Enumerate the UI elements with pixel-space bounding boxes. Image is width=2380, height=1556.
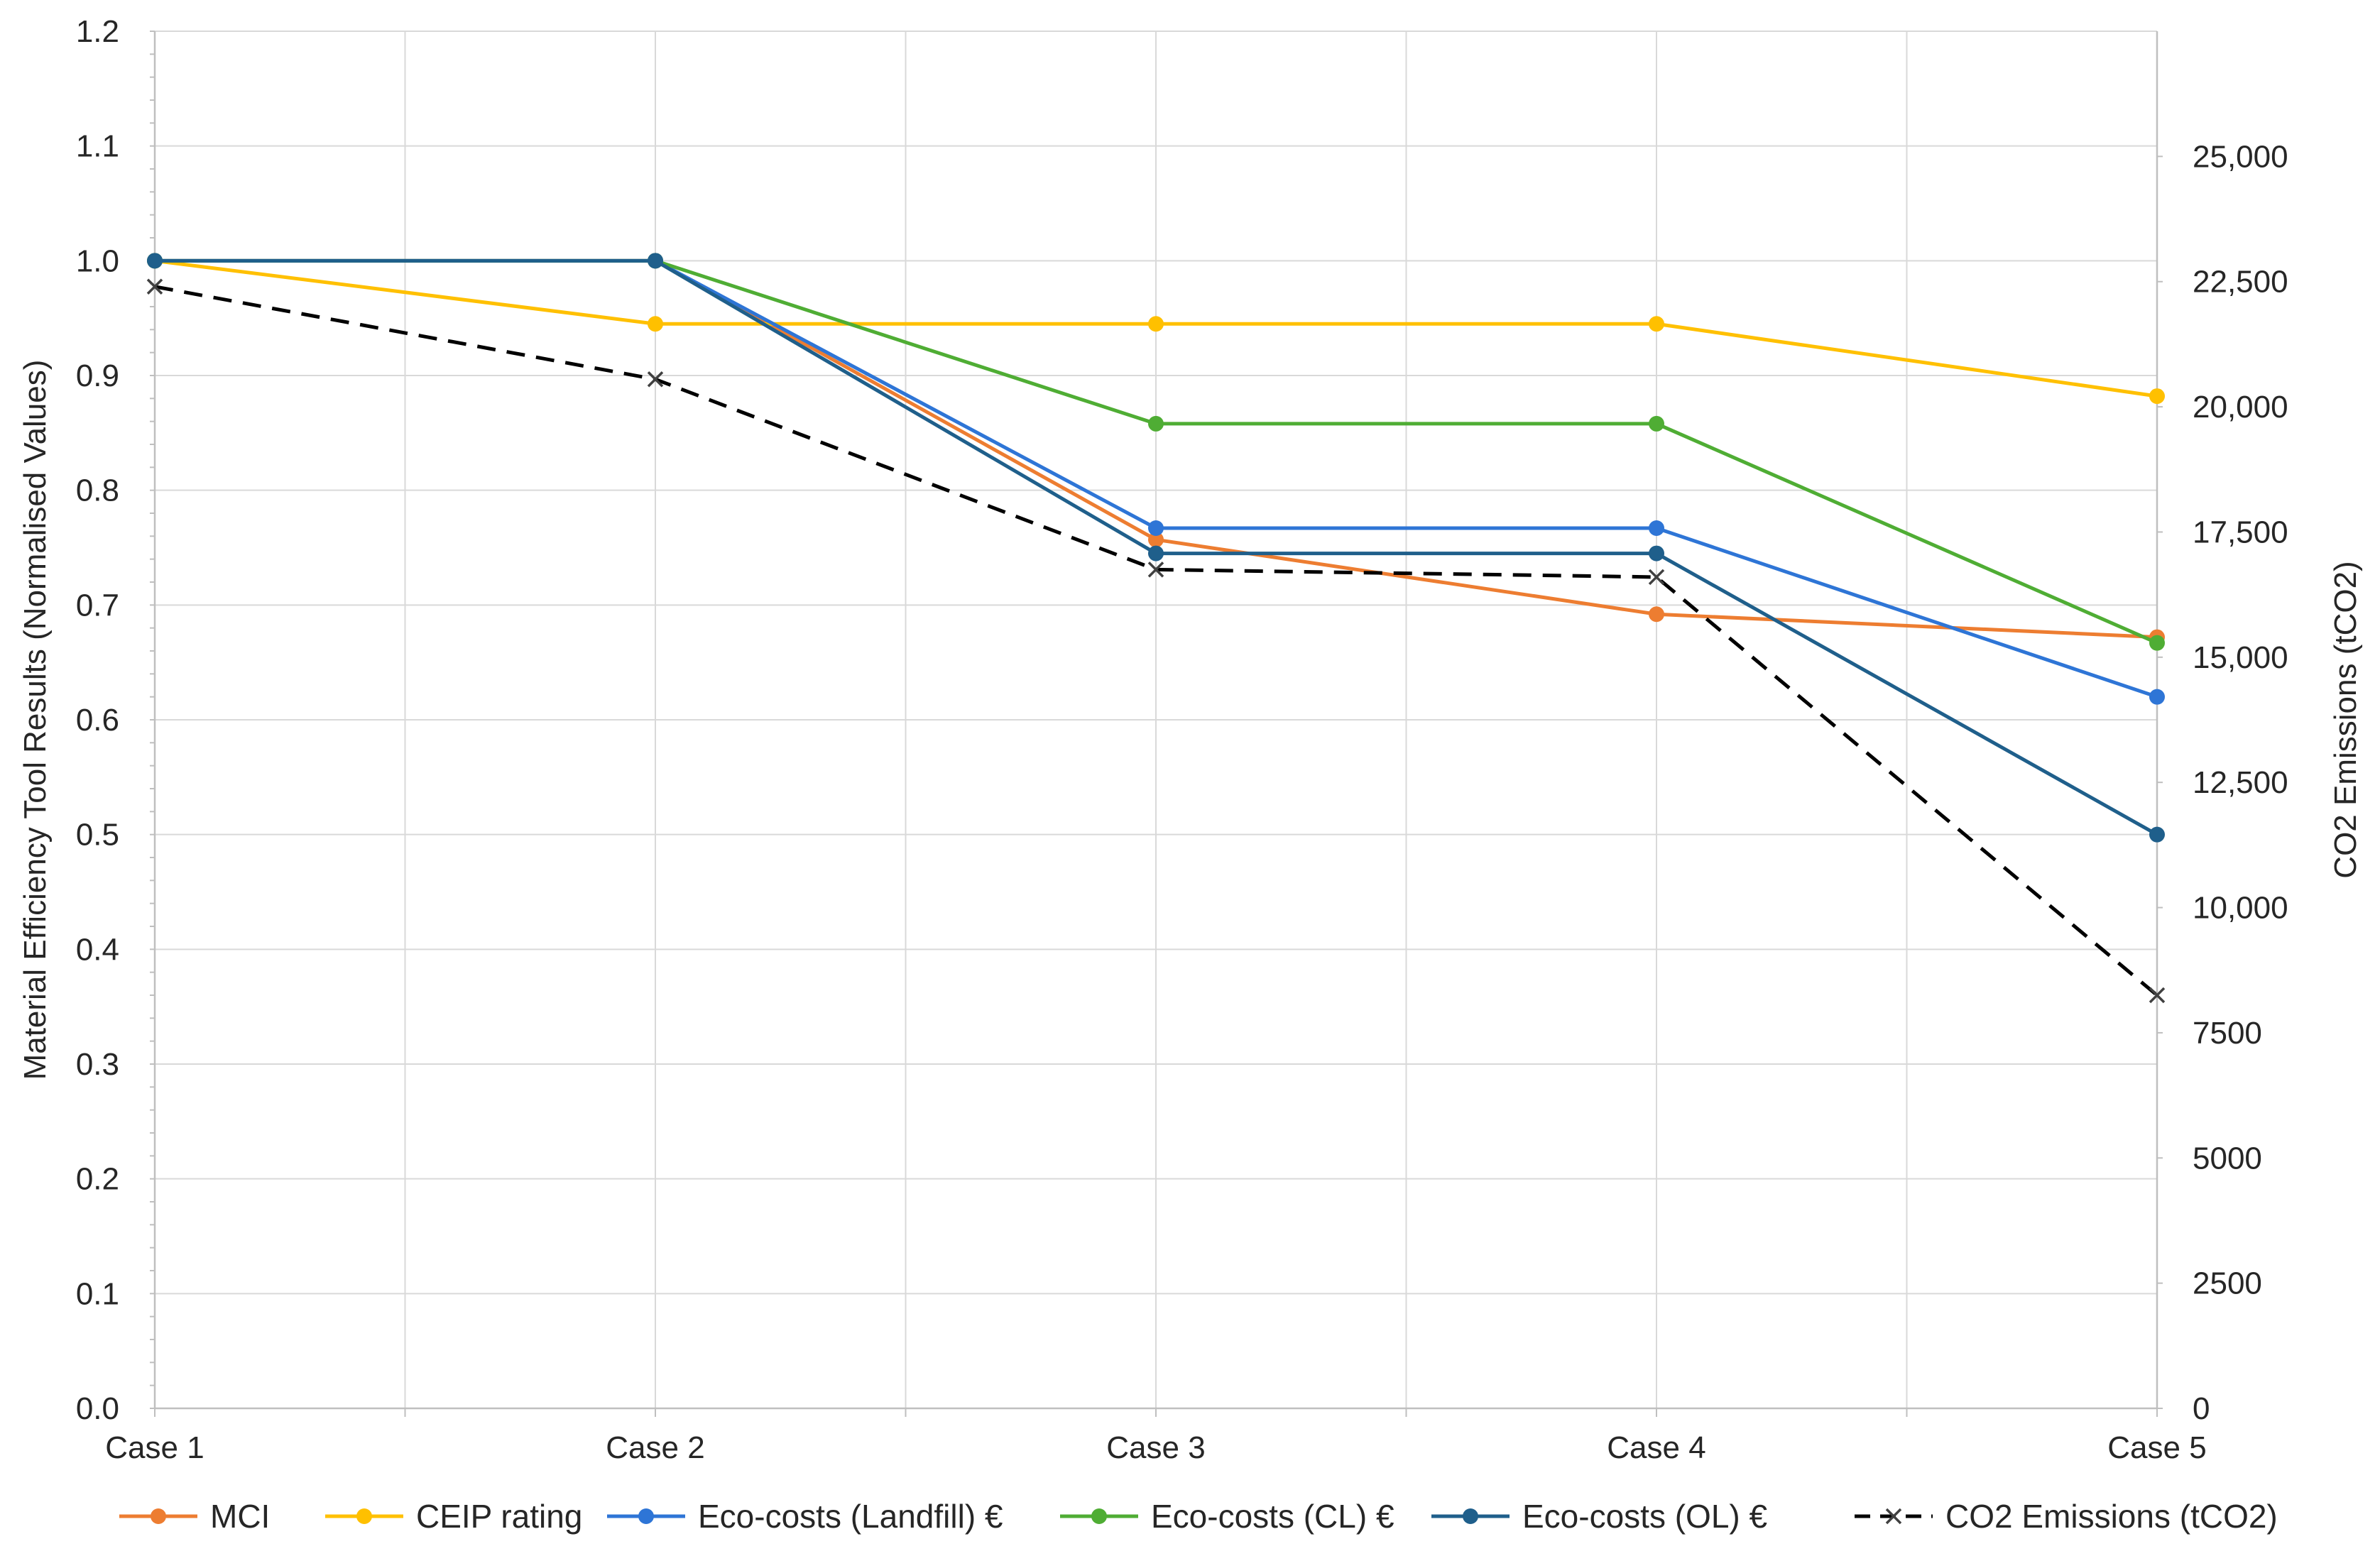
legend-marker [151,1508,166,1524]
y2-tick-label: 15,000 [2193,640,2288,675]
y-tick-label: 0.0 [76,1391,119,1426]
legend-marker [356,1508,372,1524]
y-tick-label: 0.9 [76,358,119,393]
y-tick-label: 0.4 [76,932,119,967]
y-tick-label: 0.6 [76,703,119,738]
data-point-marker [2149,826,2165,843]
legend-label: CEIP rating [416,1498,582,1535]
x-tick-label: Case 2 [606,1430,704,1465]
legend-entry: Eco-costs (OL) € [1431,1498,1767,1535]
x-tick-label: Case 5 [2107,1430,2206,1465]
y-tick-label: 1.2 [76,14,119,49]
data-point-marker [2149,689,2165,705]
legend-label: CO2 Emissions (tCO2) [1945,1498,2278,1535]
series-4 [147,253,2165,843]
x-tick-label: Case 4 [1607,1430,1705,1465]
series-lines [146,253,2166,1004]
data-point-marker [648,253,663,269]
data-point-marker [647,371,664,388]
y2-tick-label: 22,500 [2193,265,2288,300]
y2-tick-label: 0 [2193,1391,2210,1426]
data-point-marker [1148,532,1164,548]
data-point-marker [147,253,163,269]
tick-labels: 0.0 0.1 0.2 0.3 0.4 0.5 0.6 0.7 0.8 0.9 1.0 1.1 1.2 0… [76,14,2288,1465]
y2-tick-label: 17,500 [2193,515,2288,549]
legend-label: MCI [210,1498,270,1535]
y2-tick-label: 12,500 [2193,765,2288,800]
legend-entry: Eco-costs (Landfill) € [607,1498,1003,1535]
legend-marker [1885,1508,1902,1525]
legend-marker [638,1508,654,1524]
y-axis-title: Material Efficiency Tool Results (Normal… [18,360,53,1080]
y-tick-label: 1.1 [76,129,119,164]
data-point-marker [648,316,663,332]
data-point-marker [1648,569,1665,586]
gridlines [155,31,2158,1408]
y-tick-label: 0.3 [76,1047,119,1082]
y-tick-label: 0.8 [76,473,119,508]
data-point-marker [1649,606,1664,623]
data-point-marker [1147,561,1164,578]
y2-tick-label: 7500 [2193,1016,2262,1051]
data-point-marker [1148,520,1164,537]
data-point-marker [1649,545,1664,561]
y2-tick-label: 5000 [2193,1141,2262,1176]
y2-tick-label: 2500 [2193,1266,2262,1301]
x-tick-label: Case 1 [105,1430,204,1465]
data-point-marker [1649,415,1664,432]
legend-label: Eco-costs (Landfill) € [698,1498,1003,1535]
legend-label: Eco-costs (CL) € [1151,1498,1394,1535]
series-5 [146,278,2166,1004]
data-point-marker [146,278,163,295]
y-tick-label: 0.2 [76,1162,119,1197]
y2-axis-title: CO2 Emissions (tCO2) [2328,561,2363,878]
data-point-marker [2149,635,2165,651]
y-tick-label: 0.7 [76,588,119,623]
y2-tick-label: 20,000 [2193,390,2288,424]
legend-marker [1463,1508,1478,1524]
y2-tick-label: 25,000 [2193,139,2288,174]
y-tick-label: 1.0 [76,243,119,278]
y2-tick-label: 10,000 [2193,891,2288,926]
data-point-marker [1649,520,1664,537]
legend-entry: CEIP rating [325,1498,582,1535]
legend-marker [1091,1508,1107,1524]
legend-entry: Eco-costs (CL) € [1060,1498,1394,1535]
legend-entry: CO2 Emissions (tCO2) [1855,1498,2278,1535]
data-point-marker [1649,316,1664,332]
data-point-marker [1148,316,1164,332]
data-point-marker [1148,545,1164,561]
legend-entry: MCI [119,1498,270,1535]
x-tick-label: Case 3 [1106,1430,1205,1465]
legend-label: Eco-costs (OL) € [1522,1498,1767,1535]
legend: MCI CEIP rating Eco-costs (Landfill) € Eco-… [119,1498,2278,1535]
data-point-marker [1148,415,1164,432]
data-point-marker [2149,388,2165,405]
y-tick-label: 0.5 [76,818,119,853]
data-point-marker [2149,987,2166,1004]
y-tick-label: 0.1 [76,1276,119,1311]
